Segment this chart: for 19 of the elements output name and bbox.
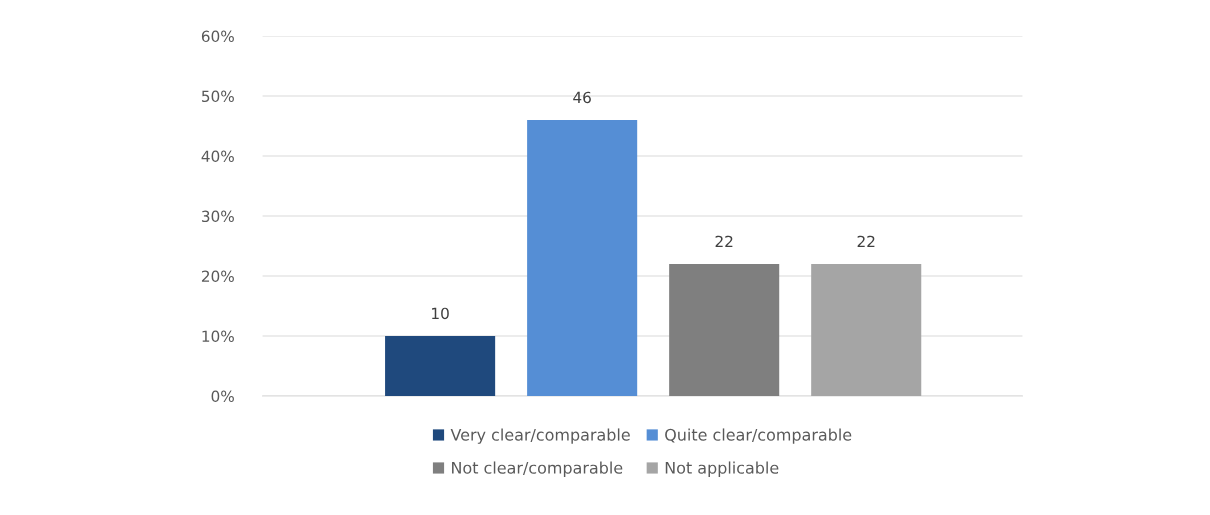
y-tick-label: 40% [201, 150, 234, 163]
y-tick-label: 0% [211, 390, 234, 403]
data-label: 22 [857, 235, 875, 247]
data-label: 22 [715, 235, 733, 247]
bar [385, 336, 496, 397]
bar [527, 120, 638, 397]
data-label: 10 [432, 307, 449, 320]
legend-label: Not applicable [665, 461, 779, 477]
y-tick-label: 50% [202, 90, 234, 103]
y-tick-label: 10% [202, 330, 234, 343]
bar [811, 264, 922, 397]
y-tick-label: 20% [201, 270, 234, 283]
data-label: 46 [573, 91, 591, 104]
legend-label: Very clear/comparable [450, 428, 630, 444]
legend-label: Not clear/comparable [452, 461, 623, 477]
y-tick-label: 60% [201, 30, 234, 43]
legend-label: Quite clear/comparable [665, 428, 852, 444]
bar [669, 264, 780, 397]
y-tick-label: 30% [202, 210, 234, 223]
